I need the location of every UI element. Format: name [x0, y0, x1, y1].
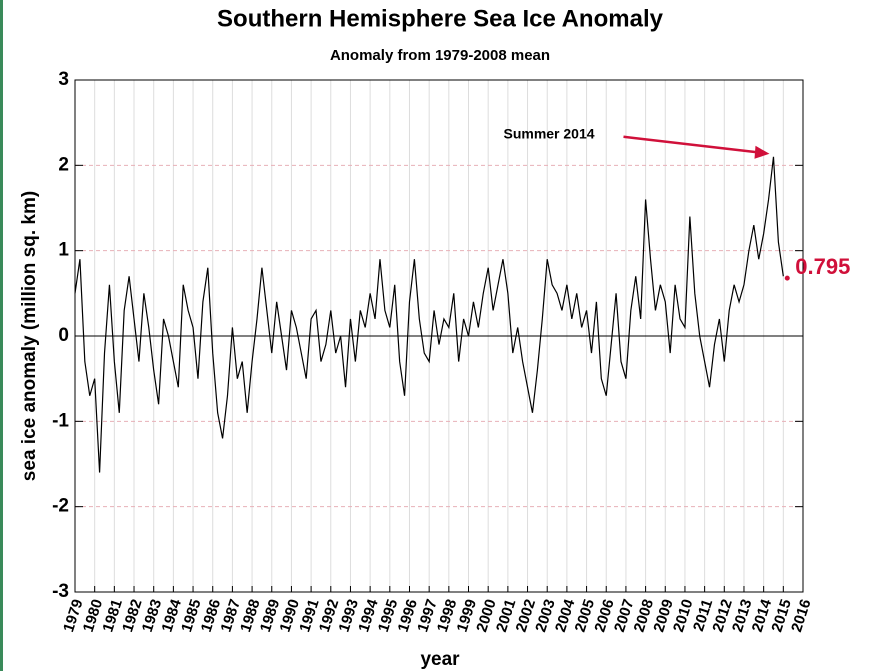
annotation-value: 0.795 [795, 254, 850, 279]
chart-title: Southern Hemisphere Sea Ice Anomaly [217, 5, 664, 32]
y-tick-label: 1 [58, 240, 69, 261]
annotation-arrowhead [754, 145, 770, 159]
y-axis-label: sea ice anomaly (million sq. km) [19, 191, 40, 481]
plot-frame [74, 79, 804, 593]
annotation-arrow [623, 135, 762, 155]
y-tick-label: -2 [52, 496, 69, 517]
chart-subtitle: Anomaly from 1979-2008 mean [330, 47, 550, 64]
y-tick-label: -1 [52, 410, 69, 431]
edge [0, 0, 3, 671]
annotation-text: Summer 2014 [503, 126, 594, 142]
y-tick-label: -3 [52, 581, 69, 602]
y-tick-label: 3 [58, 69, 69, 90]
data-line [74, 156, 784, 473]
latest-point [784, 275, 790, 281]
y-tick-label: 2 [58, 154, 69, 175]
x-axis-label: year [420, 649, 460, 670]
y-tick-label: 0 [58, 325, 69, 346]
